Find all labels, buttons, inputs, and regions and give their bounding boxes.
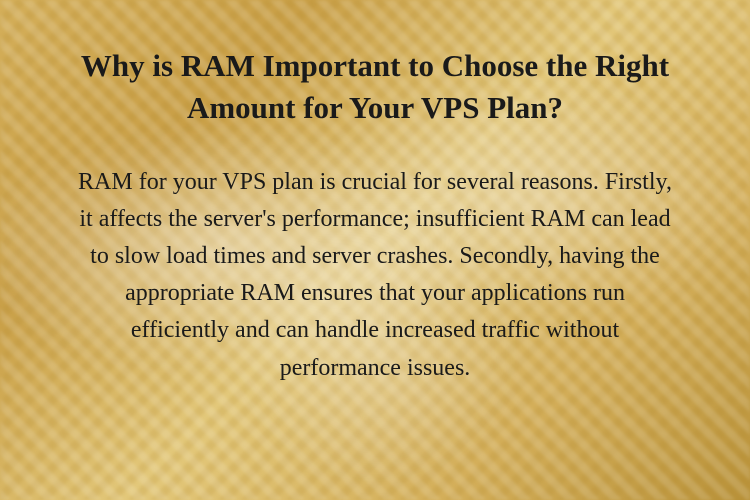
- content-container: Why is RAM Important to Choose the Right…: [0, 0, 750, 500]
- body-paragraph: RAM for your VPS plan is crucial for sev…: [75, 164, 675, 387]
- page-heading: Why is RAM Important to Choose the Right…: [70, 45, 680, 129]
